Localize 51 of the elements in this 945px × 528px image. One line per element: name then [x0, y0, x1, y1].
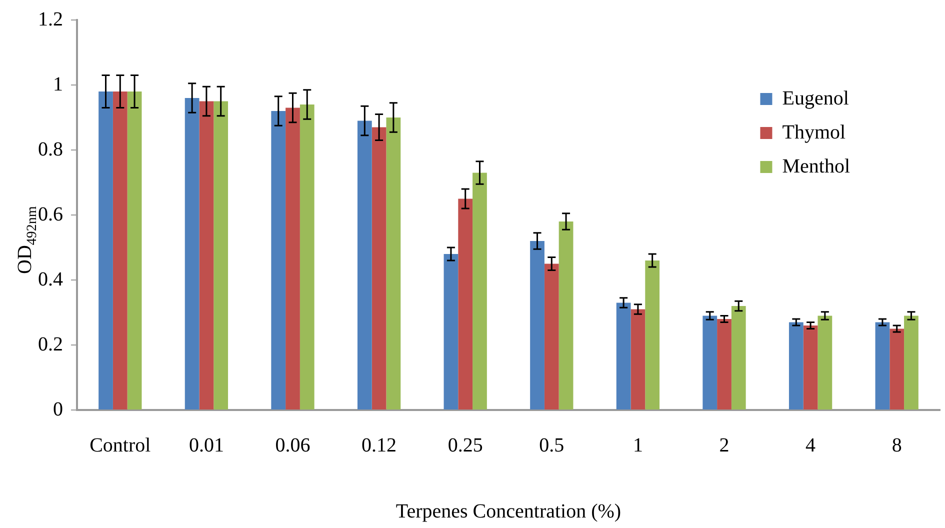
- bar: [357, 120, 372, 410]
- bar: [731, 306, 746, 410]
- bar: [904, 316, 918, 410]
- y-tick-label: 0.8: [38, 138, 63, 160]
- bar: [300, 104, 314, 410]
- x-tick-label: 0.06: [275, 434, 310, 456]
- x-axis-title: Terpenes Concentration (%): [396, 500, 622, 522]
- x-tick-label: 8: [892, 434, 902, 456]
- x-tick-label: 0.25: [448, 434, 483, 456]
- bar: [472, 172, 487, 410]
- bar: [386, 118, 401, 410]
- y-tick-label: 1: [53, 73, 63, 96]
- x-tick-label: 4: [806, 434, 816, 456]
- bar: [372, 127, 386, 410]
- legend-label: Menthol: [782, 155, 850, 178]
- bar: [616, 302, 631, 410]
- bar: [458, 198, 473, 410]
- bar: [818, 316, 832, 410]
- bar: [544, 264, 559, 410]
- bar: [717, 319, 732, 410]
- y-tick-label: 0.2: [38, 333, 63, 356]
- bar: [112, 92, 128, 410]
- y-tick-label: 1.2: [38, 8, 63, 30]
- bar: [271, 111, 286, 410]
- bar: [702, 316, 718, 410]
- x-tick-label: 2: [719, 434, 730, 456]
- bar: [630, 309, 646, 410]
- x-tick-label: Control: [90, 434, 152, 456]
- bar: [199, 101, 214, 410]
- bar: [98, 92, 113, 410]
- y-tick-label: 0.4: [38, 268, 63, 290]
- bar: [214, 101, 228, 410]
- bar: [803, 326, 818, 410]
- bar: [645, 260, 660, 410]
- bar: [184, 98, 200, 410]
- x-tick-label: 0.01: [188, 434, 224, 456]
- bar: [530, 241, 544, 410]
- y-tick-label: 0.6: [38, 203, 63, 226]
- x-tick-label: 0.5: [539, 434, 564, 456]
- bar: [444, 254, 458, 410]
- bar: [875, 322, 890, 410]
- bar: [788, 322, 804, 410]
- bar: [558, 222, 574, 410]
- x-tick-label: 1: [632, 434, 643, 456]
- x-tick-label: 0.12: [362, 434, 397, 456]
- bar: [890, 328, 904, 410]
- bar: [127, 92, 142, 410]
- y-tick-label: 0: [53, 398, 63, 420]
- bar: [286, 108, 300, 410]
- legend-label: Eugenol: [782, 87, 850, 110]
- legend-label: Thymol: [782, 121, 846, 144]
